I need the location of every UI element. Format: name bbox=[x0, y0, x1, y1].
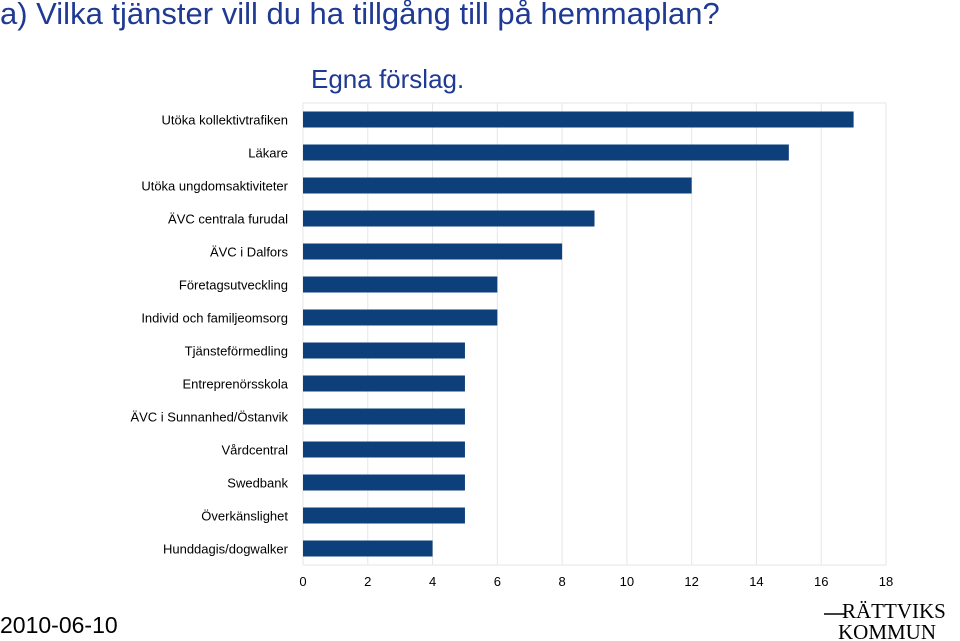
category-label: Överkänslighet bbox=[201, 509, 288, 524]
x-tick-label: 4 bbox=[429, 574, 436, 589]
bar bbox=[303, 243, 563, 260]
bar bbox=[303, 144, 789, 161]
bar bbox=[303, 276, 498, 293]
logo-text-bottom: KOMMUN bbox=[838, 620, 936, 641]
category-label: Hunddagis/dogwalker bbox=[163, 542, 289, 557]
category-label: Tjänsteförmedling bbox=[185, 344, 288, 359]
category-label: Entreprenörsskola bbox=[183, 377, 289, 392]
bar bbox=[303, 408, 465, 425]
x-tick-label: 8 bbox=[558, 574, 565, 589]
category-label: Vårdcentral bbox=[222, 443, 289, 458]
x-tick-label: 16 bbox=[814, 574, 828, 589]
category-label: ÄVC i Dalfors bbox=[210, 245, 289, 260]
category-label: Läkare bbox=[248, 146, 288, 161]
bar bbox=[303, 375, 465, 392]
category-label: Utöka ungdomsaktiviteter bbox=[141, 179, 288, 194]
x-tick-label: 0 bbox=[299, 574, 306, 589]
bar bbox=[303, 507, 465, 524]
x-tick-label: 10 bbox=[620, 574, 634, 589]
category-label: ÄVC centrala furudal bbox=[168, 212, 288, 227]
bar-chart: 0 2 4 6 8 10 12 14 16 18 Utöka kollektivtrafiken Lä… bbox=[130, 102, 893, 589]
category-label: Företagsutveckling bbox=[179, 278, 288, 293]
bar bbox=[303, 441, 465, 458]
bar bbox=[303, 210, 595, 227]
category-label: ÄVC i Sunnanhed/Östanvik bbox=[130, 410, 288, 425]
bar bbox=[303, 342, 465, 359]
bar bbox=[303, 111, 854, 128]
bar bbox=[303, 309, 498, 326]
rattviks-kommun-logo: RÄTTVIKS KOMMUN bbox=[824, 599, 946, 641]
x-tick-label: 2 bbox=[364, 574, 371, 589]
x-tick-label: 18 bbox=[879, 574, 893, 589]
x-tick-label: 14 bbox=[749, 574, 763, 589]
chart-title: Egna förslag. bbox=[311, 64, 465, 94]
category-label: Individ och familjeomsorg bbox=[141, 311, 288, 326]
x-tick-label: 6 bbox=[494, 574, 501, 589]
slide-title: a) Vilka tjänster vill du ha tillgång ti… bbox=[0, 0, 720, 31]
bar bbox=[303, 474, 465, 491]
logo-text-top: RÄTTVIKS bbox=[842, 599, 946, 623]
category-label: Utöka kollektivtrafiken bbox=[162, 113, 288, 128]
bar bbox=[303, 177, 692, 194]
category-label: Swedbank bbox=[227, 476, 288, 491]
bar bbox=[303, 540, 433, 557]
date-label: 2010-06-10 bbox=[0, 612, 118, 638]
x-tick-label: 12 bbox=[684, 574, 698, 589]
